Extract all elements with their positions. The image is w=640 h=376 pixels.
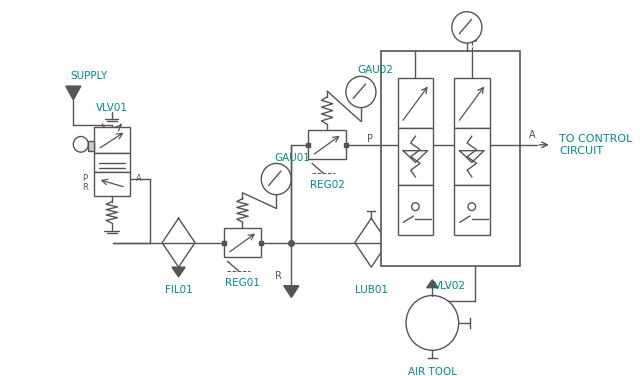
Bar	[454, 185, 490, 235]
Text: GAU02: GAU02	[357, 65, 393, 76]
Bar	[94, 127, 130, 153]
Text: VLV02: VLV02	[434, 281, 466, 291]
Polygon shape	[66, 86, 81, 100]
Circle shape	[468, 203, 476, 211]
Circle shape	[346, 76, 376, 108]
Bar	[397, 185, 433, 235]
Polygon shape	[467, 33, 477, 41]
Circle shape	[412, 203, 419, 211]
Bar	[381, 51, 520, 266]
Text: A: A	[529, 130, 536, 140]
Bar	[88, 141, 94, 151]
Bar	[397, 78, 433, 128]
Text: R: R	[82, 183, 88, 192]
Text: VLV01: VLV01	[96, 103, 128, 113]
Text: SUPPLY: SUPPLY	[70, 71, 108, 81]
Circle shape	[74, 136, 88, 152]
Bar	[94, 153, 130, 173]
Bar	[454, 78, 490, 128]
Text: GAU01: GAU01	[275, 153, 310, 162]
Circle shape	[452, 12, 482, 43]
Bar	[454, 128, 490, 185]
Bar	[94, 173, 130, 196]
Circle shape	[406, 296, 459, 350]
Text: FIL01: FIL01	[164, 285, 193, 295]
Text: A: A	[136, 174, 142, 183]
Text: REG02: REG02	[310, 180, 344, 190]
Bar	[397, 128, 433, 185]
Polygon shape	[284, 286, 299, 297]
Text: P: P	[367, 134, 373, 144]
Text: REG01: REG01	[225, 278, 260, 288]
Bar	[308, 130, 346, 159]
Text: TO CONTROL
CIRCUIT: TO CONTROL CIRCUIT	[559, 134, 632, 156]
Polygon shape	[172, 267, 185, 277]
Bar	[224, 228, 261, 257]
Text: P: P	[82, 174, 87, 183]
Polygon shape	[427, 280, 438, 288]
Text: LUB01: LUB01	[355, 285, 388, 295]
Circle shape	[261, 164, 291, 195]
Text: AIR TOOL: AIR TOOL	[408, 367, 457, 376]
Text: R: R	[275, 271, 282, 281]
